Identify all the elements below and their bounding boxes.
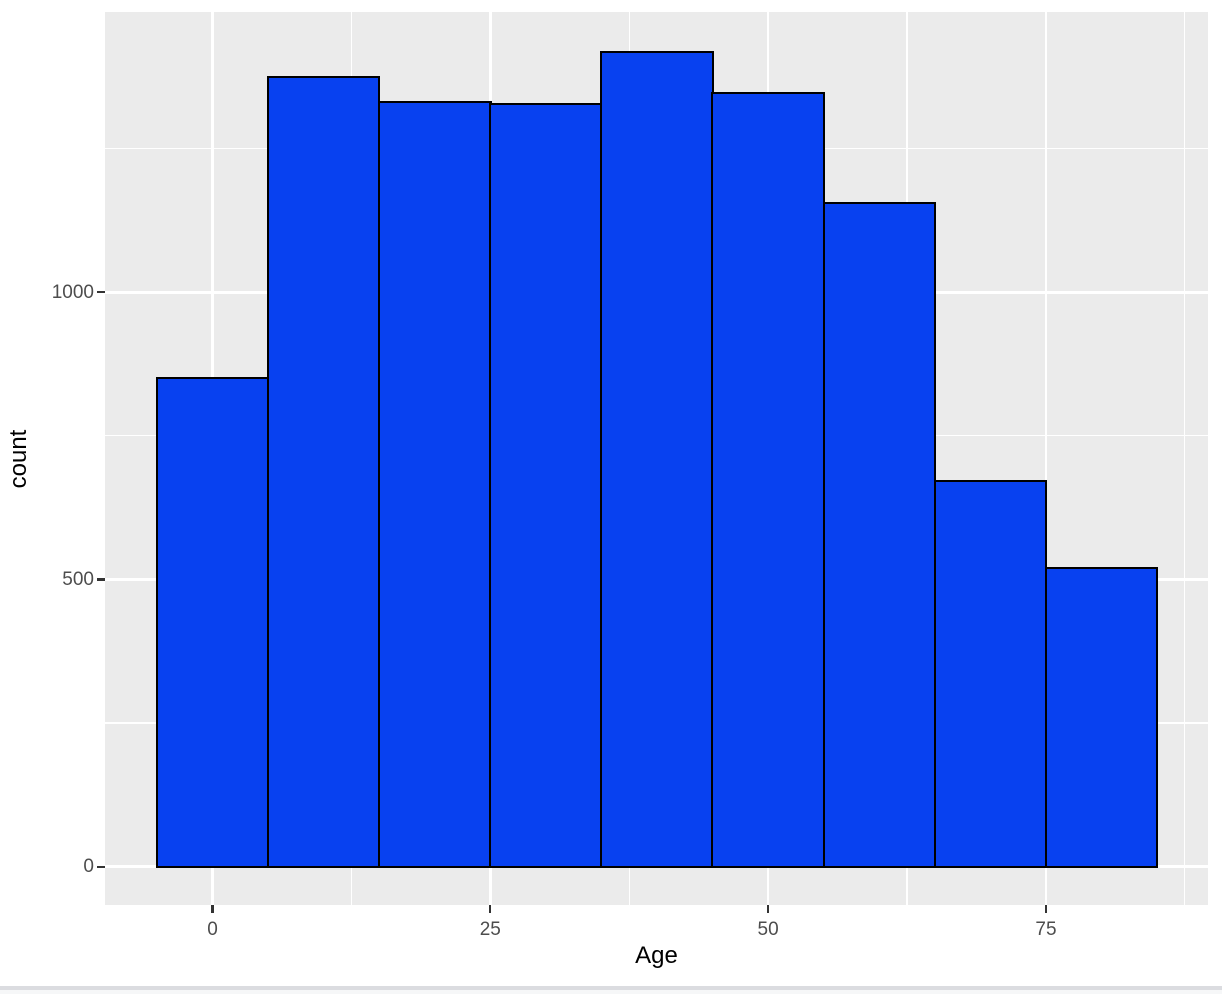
histogram-bar xyxy=(489,103,603,868)
y-tick-label: 500 xyxy=(62,569,94,590)
x-tick-label: 50 xyxy=(757,919,779,940)
histogram-bar xyxy=(822,201,936,868)
histogram-bar xyxy=(933,479,1048,868)
x-tick-mark xyxy=(211,905,214,913)
x-axis-title: Age xyxy=(635,942,678,969)
x-major-gridline xyxy=(1044,12,1048,905)
y-tick-label: 1000 xyxy=(51,281,94,303)
y-tick-mark xyxy=(97,865,105,868)
x-tick-mark xyxy=(767,905,770,913)
histogram-bar xyxy=(155,376,270,868)
histogram-bar xyxy=(711,92,825,868)
histogram-bar xyxy=(266,75,381,868)
histogram-bar xyxy=(1044,567,1159,868)
x-tick-label: 0 xyxy=(207,919,218,940)
plot-panel xyxy=(105,12,1208,905)
y-tick-label: 0 xyxy=(83,856,94,878)
x-tick-mark xyxy=(1044,905,1048,913)
x-tick-mark xyxy=(489,905,492,913)
y-tick-mark xyxy=(97,291,105,294)
y-axis-title: count xyxy=(5,429,32,489)
bottom-divider-line xyxy=(0,986,1222,990)
y-tick-mark xyxy=(97,578,105,581)
x-tick-label: 75 xyxy=(1035,919,1057,940)
bottom-divider-fill xyxy=(0,990,1222,994)
x-minor-gridline xyxy=(1184,12,1186,905)
histogram-bar xyxy=(600,51,714,868)
histogram-bar xyxy=(378,101,492,868)
x-tick-label: 25 xyxy=(479,919,501,940)
